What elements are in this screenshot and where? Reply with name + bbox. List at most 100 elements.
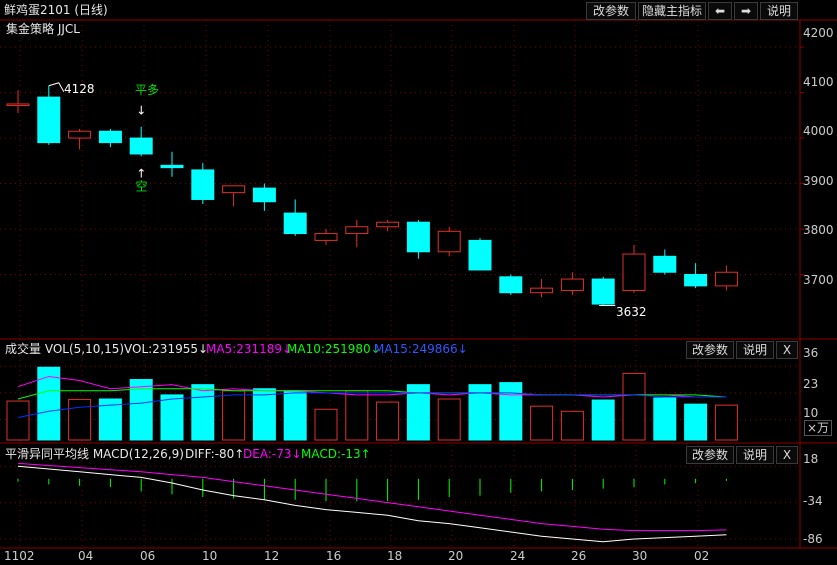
short-signal: 空 xyxy=(134,180,148,192)
x-tick: 10 xyxy=(202,549,218,563)
macd-modify-params-button[interactable]: 改参数 xyxy=(686,446,734,464)
candle-body xyxy=(622,253,646,291)
macd-tick: 18 xyxy=(803,452,819,466)
candle-body xyxy=(376,221,400,228)
candle-body xyxy=(252,187,276,203)
x-tick: 20 xyxy=(448,549,464,563)
x-tick: 1102 xyxy=(4,549,35,563)
hide-main-indicator-button[interactable]: 隐藏主指标 xyxy=(638,2,706,20)
candle-body xyxy=(37,96,61,144)
macd-close-button[interactable]: X xyxy=(776,446,798,464)
x-tick: 04 xyxy=(78,549,94,563)
volume-bar xyxy=(499,382,523,441)
price-tick: 3800 xyxy=(803,223,834,237)
volume-bar xyxy=(437,398,461,441)
x-tick: 30 xyxy=(632,549,648,563)
volume-bar xyxy=(314,408,338,441)
help-button[interactable]: 说明 xyxy=(760,2,798,20)
dea-line xyxy=(17,462,727,532)
volume-bar xyxy=(68,398,92,441)
volume-bar xyxy=(252,388,276,441)
price-tick: 3900 xyxy=(803,174,834,188)
price-tick: 3700 xyxy=(803,273,834,287)
candle-body xyxy=(437,230,461,253)
macd-value: MACD:-13↑ xyxy=(301,447,371,461)
candle-body xyxy=(6,103,30,106)
candle-body xyxy=(714,271,738,287)
close-long-signal: 平多 xyxy=(135,83,160,97)
arrow-right-icon: ➡ xyxy=(740,4,752,18)
candle-body xyxy=(222,185,246,194)
volume-bar xyxy=(530,405,554,441)
volume-bar xyxy=(560,410,584,441)
dif-line xyxy=(17,465,727,543)
candle-body xyxy=(684,274,708,287)
candle-body xyxy=(653,255,677,273)
x-tick: 06 xyxy=(140,549,156,563)
window-title: 鲜鸡蛋2101 (日线) xyxy=(4,3,108,17)
volume-help-button[interactable]: 说明 xyxy=(736,341,774,359)
volume-bar xyxy=(653,397,677,441)
prev-button[interactable]: ⬅ xyxy=(708,2,732,20)
ma5-value: MA5:231189↓ xyxy=(206,342,293,356)
ma15-line xyxy=(17,392,727,418)
high-price-label: 4128 xyxy=(64,82,95,96)
price-tick: 4200 xyxy=(803,26,834,40)
high-marker xyxy=(48,82,65,93)
modify-params-button[interactable]: 改参数 xyxy=(586,2,636,20)
candle-body xyxy=(560,278,584,291)
candle-body xyxy=(129,137,153,155)
x-tick: 26 xyxy=(571,549,587,563)
candle-body xyxy=(530,287,554,294)
macd-title: 平滑异同平均线 MACD(12,26,9) xyxy=(5,447,184,461)
macd-tick: -34 xyxy=(803,494,823,508)
volume-bar xyxy=(129,379,153,441)
dea-value: DEA:-73↓ xyxy=(243,447,302,461)
volume-bar xyxy=(684,403,708,441)
volume-bar xyxy=(283,390,307,441)
volume-bar xyxy=(406,384,430,441)
x-tick: 24 xyxy=(510,549,526,563)
down-arrow-icon: ↓ xyxy=(136,104,146,118)
volume-unit-label: ×万 xyxy=(804,420,833,436)
x-tick: 02 xyxy=(694,549,710,563)
candle-body xyxy=(160,164,184,169)
macd-help-button[interactable]: 说明 xyxy=(736,446,774,464)
volume-bar xyxy=(622,372,646,441)
price-tick: 4000 xyxy=(803,124,834,138)
volume-bar xyxy=(714,404,738,441)
ma10-value: MA10:251980↓ xyxy=(287,342,381,356)
candle-body xyxy=(345,226,369,235)
arrow-left-icon: ⬅ xyxy=(714,4,726,18)
candle-body xyxy=(68,130,92,139)
volume-bar xyxy=(160,394,184,441)
volume-close-button[interactable]: X xyxy=(776,341,798,359)
volume-bar xyxy=(98,398,122,441)
up-arrow-icon: ↑ xyxy=(136,166,146,180)
volume-bar xyxy=(191,384,215,441)
volume-bar xyxy=(468,384,492,441)
ma5-line xyxy=(17,375,727,398)
ma15-value: MA15:249866↓ xyxy=(374,342,468,356)
candle-body xyxy=(314,233,338,241)
volume-bar xyxy=(591,399,615,441)
candle-body xyxy=(468,239,492,271)
candle-body xyxy=(191,169,215,200)
x-tick: 12 xyxy=(264,549,280,563)
price-tick: 4100 xyxy=(803,75,834,89)
volume-bar xyxy=(37,366,61,441)
candle-body xyxy=(591,278,615,305)
volume-tick: 36 xyxy=(803,346,819,360)
candle-body xyxy=(98,130,122,144)
candle-body xyxy=(406,221,430,253)
ma10-line xyxy=(17,388,727,400)
volume-modify-params-button[interactable]: 改参数 xyxy=(686,341,734,359)
next-button[interactable]: ➡ xyxy=(734,2,758,20)
candle-body xyxy=(499,276,523,294)
volume-title: 成交量 VOL(5,10,15) xyxy=(5,342,125,356)
volume-bar xyxy=(376,401,400,441)
candle-body xyxy=(283,212,307,235)
volume-bar xyxy=(222,390,246,441)
x-tick: 18 xyxy=(387,549,403,563)
